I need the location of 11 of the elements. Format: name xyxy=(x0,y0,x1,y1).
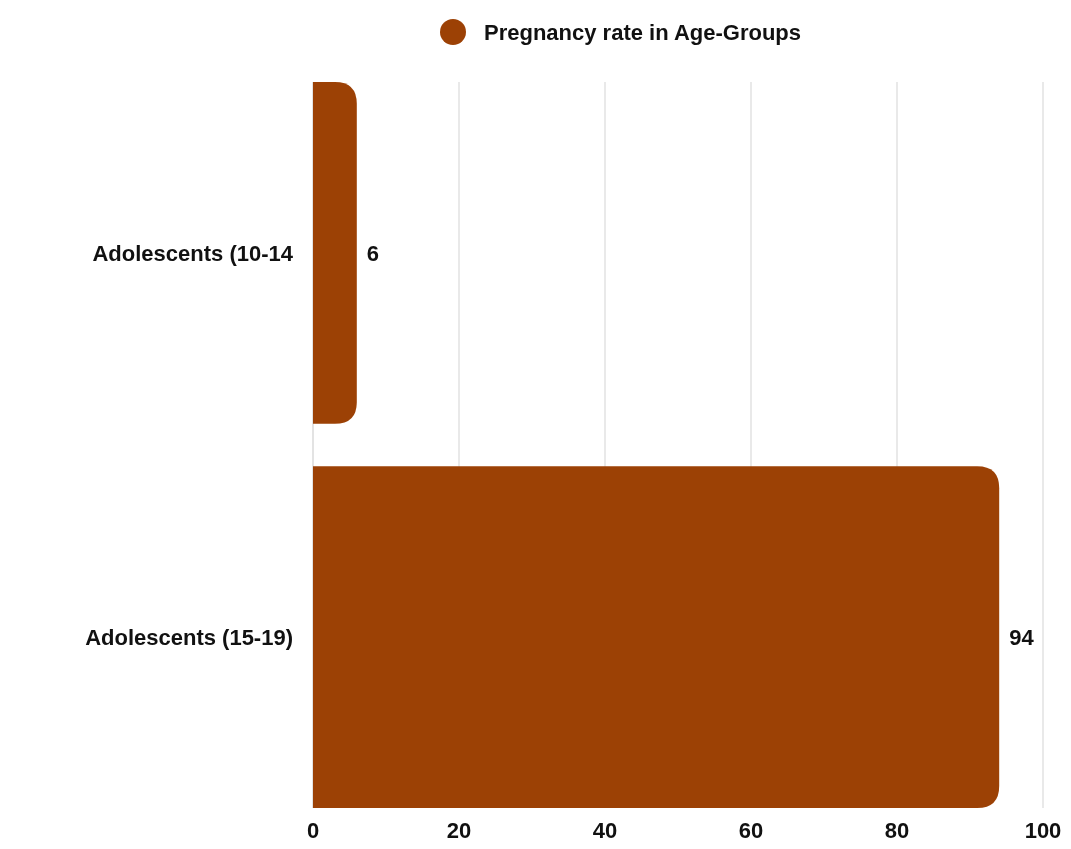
x-tick-label: 0 xyxy=(306,818,320,843)
x-tick-label: 60 xyxy=(738,818,764,843)
y-tick-label: Adolescents (10-14 xyxy=(92,240,294,266)
data-label: 94 xyxy=(1009,624,1035,650)
x-tick-label: 40 xyxy=(592,818,618,843)
x-tick-label: 100 xyxy=(1024,818,1062,843)
y-tick-label: Adolescents (15-19) xyxy=(85,624,293,650)
x-tick-label: 80 xyxy=(884,818,910,843)
legend-label: Pregnancy rate in Age-Groups xyxy=(484,19,802,45)
data-label: 6 xyxy=(366,240,380,266)
x-tick-label: 20 xyxy=(446,818,472,843)
